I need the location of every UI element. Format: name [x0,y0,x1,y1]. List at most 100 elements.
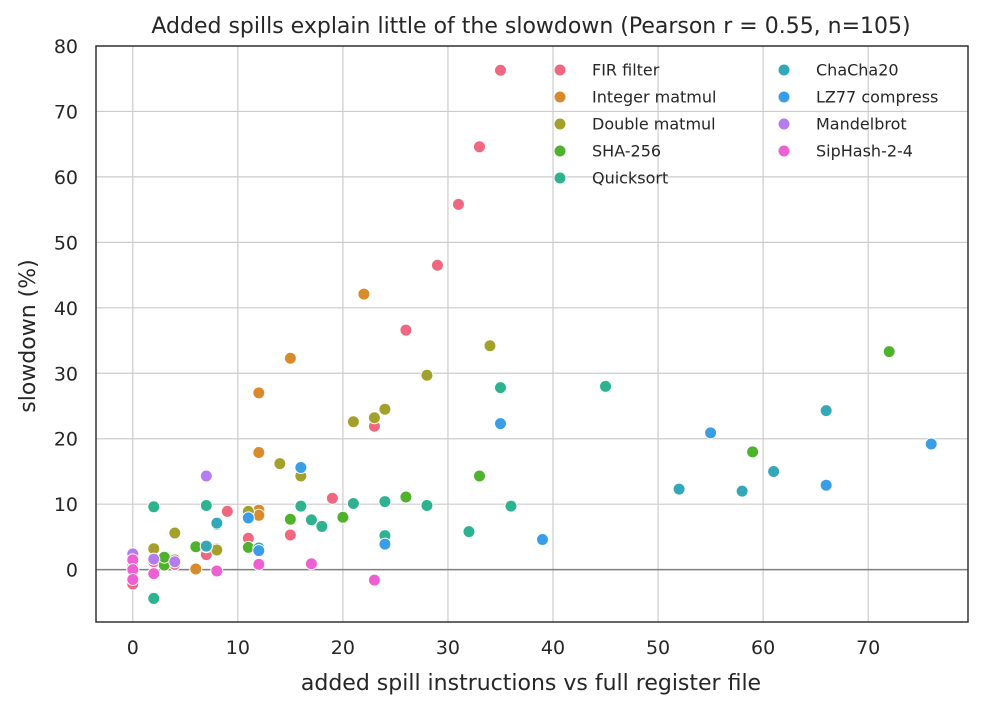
legend: FIR filter Integer matmul Double matmul SHA… [553,61,938,188]
legend-marker [777,117,791,131]
data-point [357,287,371,301]
legend-item: FIR filter [553,61,660,80]
data-point [420,498,434,512]
y-tick-label: 80 [54,36,78,58]
data-point [199,498,213,512]
data-point [378,537,392,551]
x-tick-label: 40 [541,637,565,659]
legend-item: LZ77 compress [777,88,938,107]
legend-item: Mandelbrot [777,115,907,134]
legend-marker [777,63,791,77]
data-point [746,445,760,459]
x-tick-label: 30 [436,637,460,659]
data-point [882,345,896,359]
data-point [819,404,833,418]
data-point [315,519,329,533]
data-point [536,533,550,547]
series-fir-filter [126,63,507,591]
legend-label: SHA-256 [592,142,661,161]
data-point [325,491,339,505]
data-point [367,411,381,425]
x-tick-label: 20 [331,637,355,659]
data-point [210,516,224,530]
legend-label: Double matmul [592,115,716,134]
data-point [147,552,161,566]
legend-item: Double matmul [553,115,716,134]
data-point [672,482,686,496]
series-double-matmul [126,339,497,569]
legend-marker [777,90,791,104]
data-point [493,63,507,77]
data-point [189,562,203,576]
data-point [378,495,392,509]
data-point [704,426,718,440]
data-point [493,417,507,431]
x-tick-label: 50 [646,637,670,659]
data-point [283,512,297,526]
x-tick-labels: 0 10 20 30 40 50 60 70 [127,637,881,659]
legend-item: Integer matmul [553,88,716,107]
x-tick-label: 10 [226,637,250,659]
legend-marker [553,117,567,131]
series-chacha20 [199,404,833,555]
legend-marker [777,144,791,158]
legend-label: FIR filter [592,61,660,80]
data-point [472,140,486,154]
y-tick-label: 0 [66,560,78,582]
legend-label: Quicksort [592,169,668,188]
y-tick-label: 30 [54,363,78,385]
y-axis-label: slowdown (%) [16,259,41,412]
data-point [168,526,182,540]
data-point [346,415,360,429]
data-point [241,511,255,525]
y-tick-labels: 0 10 20 30 40 50 60 70 80 [54,36,78,582]
data-point [304,557,318,571]
data-point [294,499,308,513]
data-point [304,513,318,527]
legend-marker [553,171,567,185]
data-point [210,564,224,578]
data-point [126,572,140,586]
legend-marker [553,90,567,104]
legend-marker [553,144,567,158]
x-tick-label: 70 [856,637,880,659]
data-point [493,381,507,395]
data-point [283,351,297,365]
data-point [924,437,938,451]
data-point [199,539,213,553]
data-point [399,490,413,504]
data-point [367,573,381,587]
data-point [294,461,308,475]
legend-item: Quicksort [553,169,668,188]
data-point [483,339,497,353]
y-tick-label: 20 [54,429,78,451]
x-axis-label: added spill instructions vs full registe… [301,671,761,696]
data-point [147,567,161,581]
series-quicksort [126,379,613,605]
data-point [283,528,297,542]
data-point [273,457,287,471]
data-point [147,500,161,514]
data-point [346,497,360,511]
data-point [252,544,266,558]
legend-item: SipHash-2-4 [777,142,913,161]
data-point [378,402,392,416]
data-point [420,368,434,382]
data-points [126,63,938,605]
legend-item: ChaCha20 [777,61,899,80]
legend-label: ChaCha20 [816,61,899,80]
y-tick-label: 10 [54,494,78,516]
plot-frame [95,45,969,623]
legend-label: LZ77 compress [816,88,938,107]
data-point [819,478,833,492]
data-point [252,445,266,459]
legend-label: Integer matmul [592,88,716,107]
data-point [252,386,266,400]
data-point [430,258,444,272]
data-point [451,197,465,211]
data-point [220,504,234,518]
series-mandelbrot [126,469,213,569]
series-sha-256 [157,345,896,572]
legend-label: SipHash-2-4 [816,142,913,161]
x-tick-label: 60 [751,637,775,659]
